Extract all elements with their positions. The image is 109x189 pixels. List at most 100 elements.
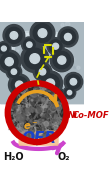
- Circle shape: [53, 51, 71, 69]
- Circle shape: [46, 104, 50, 108]
- Circle shape: [51, 88, 65, 102]
- Circle shape: [32, 91, 37, 97]
- Circle shape: [47, 130, 49, 132]
- Circle shape: [49, 40, 62, 53]
- Circle shape: [50, 102, 54, 106]
- Circle shape: [32, 91, 38, 96]
- Circle shape: [25, 88, 37, 101]
- Circle shape: [9, 86, 15, 92]
- Circle shape: [65, 50, 71, 56]
- Circle shape: [45, 101, 48, 104]
- Circle shape: [76, 65, 78, 67]
- Circle shape: [60, 106, 63, 108]
- Circle shape: [41, 98, 46, 103]
- Circle shape: [64, 73, 83, 91]
- Circle shape: [33, 24, 52, 42]
- Circle shape: [26, 104, 30, 108]
- Circle shape: [41, 127, 45, 132]
- Circle shape: [34, 41, 36, 43]
- Circle shape: [66, 83, 70, 87]
- Circle shape: [27, 42, 32, 47]
- Circle shape: [54, 117, 56, 119]
- Circle shape: [5, 58, 13, 66]
- Circle shape: [20, 129, 26, 135]
- Circle shape: [11, 104, 17, 109]
- Circle shape: [24, 48, 45, 69]
- Circle shape: [53, 43, 59, 49]
- Text: H₂O: H₂O: [4, 152, 24, 162]
- Circle shape: [56, 106, 60, 110]
- Circle shape: [50, 94, 54, 97]
- Circle shape: [6, 27, 22, 43]
- Circle shape: [33, 61, 39, 67]
- Circle shape: [24, 99, 26, 102]
- Circle shape: [26, 108, 29, 111]
- Circle shape: [30, 97, 35, 103]
- Circle shape: [29, 108, 34, 112]
- Circle shape: [42, 118, 45, 121]
- Circle shape: [39, 63, 46, 69]
- Circle shape: [22, 37, 37, 52]
- Circle shape: [36, 105, 40, 109]
- Circle shape: [3, 25, 25, 46]
- Circle shape: [44, 105, 47, 108]
- Circle shape: [22, 94, 26, 98]
- Circle shape: [55, 92, 60, 97]
- Circle shape: [0, 43, 9, 54]
- Circle shape: [50, 106, 56, 112]
- Circle shape: [51, 99, 53, 101]
- Circle shape: [65, 88, 74, 97]
- Circle shape: [35, 120, 38, 124]
- Circle shape: [41, 87, 45, 91]
- Circle shape: [48, 70, 53, 75]
- Circle shape: [44, 108, 47, 111]
- Circle shape: [66, 32, 69, 36]
- Text: Co-MOF: Co-MOF: [73, 111, 109, 120]
- Circle shape: [40, 87, 45, 92]
- Circle shape: [64, 33, 72, 40]
- Circle shape: [13, 95, 15, 97]
- Circle shape: [44, 121, 49, 126]
- Circle shape: [17, 124, 23, 129]
- Circle shape: [41, 80, 47, 86]
- Circle shape: [24, 130, 28, 134]
- Circle shape: [58, 27, 78, 47]
- Circle shape: [34, 100, 36, 102]
- Circle shape: [11, 77, 27, 93]
- Circle shape: [16, 114, 22, 120]
- Circle shape: [71, 57, 75, 62]
- Circle shape: [6, 64, 22, 79]
- Circle shape: [48, 94, 51, 97]
- Circle shape: [70, 78, 77, 85]
- Circle shape: [63, 86, 76, 99]
- Circle shape: [16, 113, 18, 115]
- Circle shape: [27, 67, 32, 71]
- Circle shape: [71, 71, 75, 75]
- FancyBboxPatch shape: [19, 130, 59, 146]
- Bar: [0, 22, 84, 103]
- Circle shape: [17, 129, 23, 134]
- Circle shape: [21, 124, 23, 127]
- Circle shape: [35, 108, 41, 114]
- Circle shape: [53, 90, 63, 100]
- Circle shape: [8, 97, 11, 100]
- Circle shape: [22, 112, 26, 116]
- Circle shape: [9, 84, 66, 141]
- Circle shape: [17, 51, 19, 53]
- Circle shape: [23, 112, 25, 115]
- Circle shape: [35, 90, 38, 93]
- Circle shape: [18, 115, 24, 121]
- Circle shape: [51, 105, 56, 111]
- Circle shape: [38, 71, 63, 96]
- Circle shape: [16, 50, 19, 53]
- Circle shape: [55, 115, 58, 118]
- Circle shape: [46, 125, 48, 127]
- Text: Ni: Ni: [68, 111, 78, 120]
- Circle shape: [14, 70, 15, 72]
- Circle shape: [39, 110, 40, 112]
- Text: e$^-$: e$^-$: [23, 121, 38, 132]
- Circle shape: [20, 107, 23, 110]
- Circle shape: [43, 125, 45, 127]
- Circle shape: [56, 105, 62, 111]
- Circle shape: [44, 123, 47, 126]
